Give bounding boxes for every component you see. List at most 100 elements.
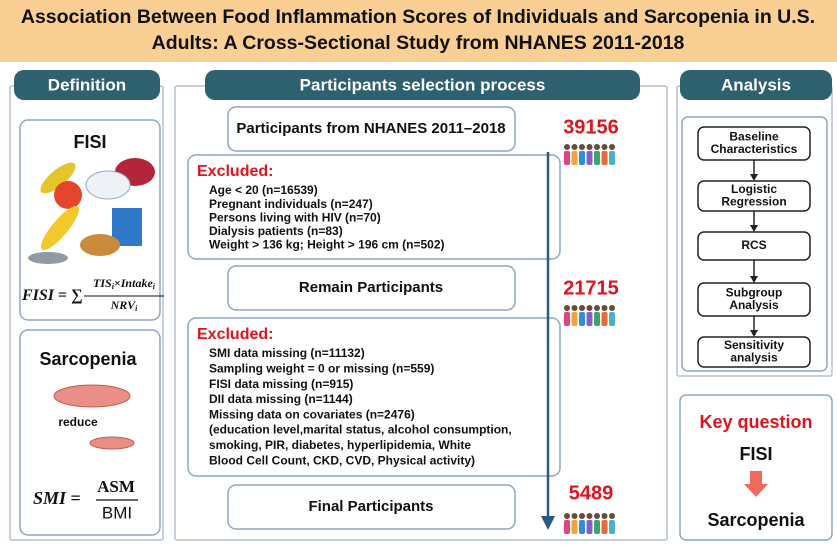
person-icon <box>594 144 600 150</box>
person-icon <box>579 305 585 311</box>
person-icon <box>601 305 608 311</box>
flow-arrowhead <box>541 516 555 530</box>
label: Sarcopenia <box>39 349 137 369</box>
analysis-step-text: Subgroup <box>726 285 783 299</box>
analysis-step-text: Logistic <box>731 182 777 196</box>
person-icon <box>586 520 593 534</box>
person-icon <box>594 520 600 534</box>
person-icon <box>579 144 585 150</box>
section-header-text: Participants selection process <box>300 75 546 94</box>
person-icon <box>564 513 570 519</box>
person-icon <box>601 312 608 326</box>
excluded-item: Blood Cell Count, CKD, CVD, Physical act… <box>209 453 475 467</box>
person-icon <box>586 144 593 150</box>
muscle-icon <box>89 436 135 450</box>
label: FISI <box>73 132 106 152</box>
section-header-text: Analysis <box>721 75 791 94</box>
stage-label: Participants from NHANES 2011–2018 <box>236 120 505 137</box>
step-arrowhead <box>750 330 758 337</box>
key-question-box <box>679 394 833 541</box>
key-arrow <box>744 471 768 497</box>
excluded-title: Excluded: <box>197 163 273 180</box>
person-icon <box>601 144 608 150</box>
food-icon <box>40 162 76 194</box>
person-icon <box>609 520 615 534</box>
formula-part: FISI <box>21 287 55 304</box>
person-icon <box>601 151 608 165</box>
sarcopenia-box <box>19 329 161 536</box>
analysis-step-text: Sensitivity <box>724 338 784 352</box>
person-icon <box>594 513 600 519</box>
label: reduce <box>58 415 98 429</box>
excluded-item: Missing data on covariates (n=2476) <box>209 407 415 421</box>
excluded-title: Excluded: <box>197 326 273 343</box>
formula-numerator: TISi×Intakei <box>93 276 156 291</box>
stage-box <box>227 484 516 530</box>
person-icon <box>586 513 593 519</box>
stage-box <box>227 265 516 311</box>
excluded-item: Persons living with HIV (n=70) <box>209 210 381 224</box>
analysis-step-text: Baseline <box>729 129 779 143</box>
analysis-step-text: Analysis <box>729 298 779 312</box>
formula-part: i <box>153 282 156 291</box>
person-icon <box>579 312 585 326</box>
stage-box <box>227 106 516 152</box>
person-icon <box>579 151 585 165</box>
title-line: Adults: A Cross-Sectional Study from NHA… <box>152 32 685 54</box>
step-arrowhead <box>750 174 758 181</box>
stage-label: Remain Participants <box>299 279 443 296</box>
participant-count: 21715 <box>563 277 619 299</box>
title-line: Association Between Food Inflammation Sc… <box>21 6 815 28</box>
food-icon <box>28 252 68 264</box>
key-question-title: Key question <box>699 412 812 432</box>
person-icon <box>609 312 615 326</box>
person-icon <box>571 144 578 150</box>
person-icon <box>609 305 615 311</box>
formula-denominator: NRVi <box>110 298 138 313</box>
title-band <box>0 0 837 62</box>
person-icon <box>564 305 570 311</box>
person-icon <box>609 513 615 519</box>
person-icon <box>594 305 600 311</box>
person-icon <box>609 144 615 150</box>
excluded-item: Sampling weight = 0 or missing (n=559) <box>209 361 434 375</box>
person-icon <box>564 312 570 326</box>
formula: FISI = ∑ <box>21 287 83 304</box>
label: FISI <box>739 444 772 464</box>
formula-part: SMI <box>33 488 67 508</box>
formula: SMI = <box>33 488 81 508</box>
person-icon <box>564 144 570 150</box>
person-icon <box>601 513 608 519</box>
excluded-item: Age < 20 (n=16539) <box>209 183 318 197</box>
section-header <box>14 70 160 100</box>
section-header <box>680 70 832 100</box>
excluded-item: (education level,marital status, alcohol… <box>209 423 512 437</box>
person-icon <box>601 520 608 534</box>
person-icon <box>579 513 585 519</box>
person-icon <box>609 151 615 165</box>
excluded-item: smoking, PIR, diabetes, hyperlipidemia, … <box>209 438 471 452</box>
excluded-item: FISI data missing (n=915) <box>209 377 353 391</box>
person-icon <box>579 520 585 534</box>
analysis-step-text: Regression <box>721 194 786 208</box>
person-icon <box>594 151 600 165</box>
person-icon <box>571 520 578 534</box>
food-icon <box>54 181 82 209</box>
step-arrowhead <box>750 276 758 283</box>
stage-label: Final Participants <box>308 498 433 515</box>
muscle-icon <box>53 384 131 408</box>
person-icon <box>571 151 578 165</box>
analysis-step <box>697 336 811 368</box>
person-icon <box>571 312 578 326</box>
person-icon <box>571 513 578 519</box>
step-arrowhead <box>750 225 758 232</box>
food-icon <box>80 234 120 256</box>
excluded-box <box>187 154 561 260</box>
excluded-item: SMI data missing (n=11132) <box>209 346 365 360</box>
label: Sarcopenia <box>707 510 805 530</box>
excluded-item: DII data missing (n=1144) <box>209 392 353 406</box>
participant-count: 5489 <box>569 482 614 504</box>
formula-part: i <box>112 282 115 291</box>
